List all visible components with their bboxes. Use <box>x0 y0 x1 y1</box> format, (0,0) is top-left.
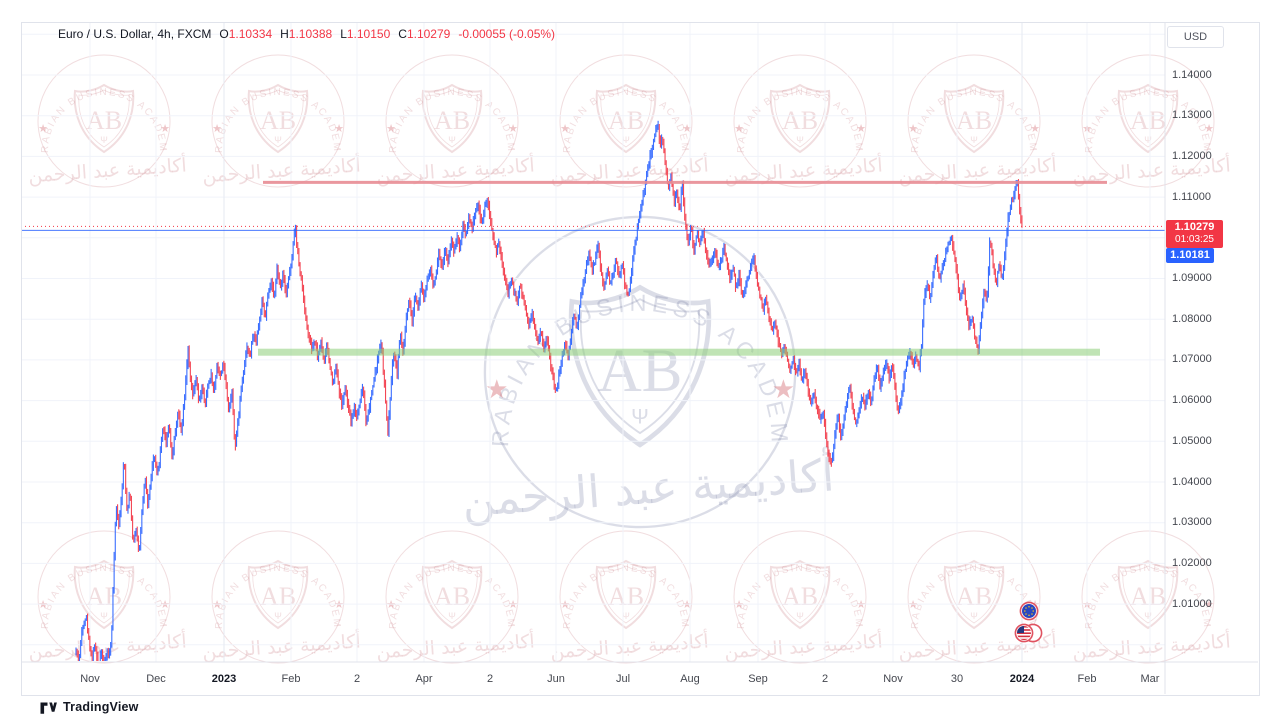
tradingview-logo-icon <box>40 702 57 714</box>
time-axis-label: Dec <box>146 673 166 685</box>
time-axis-label: Apr <box>415 673 433 685</box>
time-axis[interactable]: Nov Dec 2023 Feb 2 Apr 2 Jun Jul Aug Sep 2 Nov 30 2024… <box>21 662 1258 694</box>
price-axis-label: 1.03000 <box>1172 516 1212 529</box>
price-axis-label: 1.05000 <box>1172 434 1212 447</box>
time-axis-label: Nov <box>883 673 903 685</box>
time-axis-label: Jun <box>547 673 565 685</box>
time-axis-label: 2023 <box>211 673 237 685</box>
ohlc-close: C1.10279 <box>398 27 451 41</box>
currency-unit-button[interactable]: USD <box>1167 26 1224 48</box>
time-axis-label: Nov <box>80 673 100 685</box>
time-axis-label: Feb <box>281 673 301 685</box>
symbol-flag-logos <box>1014 601 1043 643</box>
bid-price-badge: 1.10181 <box>1166 248 1214 263</box>
price-axis-label: 1.02000 <box>1172 556 1212 569</box>
symbol-title: Euro / U.S. Dollar, 4h, FXCM <box>58 27 212 41</box>
price-axis-label: 1.14000 <box>1172 68 1212 81</box>
us-flag-icon <box>1014 623 1034 643</box>
time-axis-label: 2 <box>821 673 829 685</box>
eu-flag-icon <box>1019 601 1039 621</box>
price-axis-label: 1.13000 <box>1172 109 1212 122</box>
ohlc-high: H1.10388 <box>280 27 333 41</box>
time-axis-label: Jul <box>615 673 631 685</box>
price-axis-label: 1.06000 <box>1172 394 1212 407</box>
symbol-legend[interactable]: Euro / U.S. Dollar, 4h, FXCM O1.10334 H1… <box>58 27 555 41</box>
change-value: -0.00055 (-0.05%) <box>458 27 556 41</box>
time-axis-label: Sep <box>748 673 768 685</box>
price-axis-label: 1.04000 <box>1172 475 1212 488</box>
time-axis-label: 2 <box>486 673 494 685</box>
time-axis-label: Mar <box>1140 673 1160 685</box>
price-axis-label: 1.09000 <box>1172 272 1212 284</box>
ohlc-open: O1.10334 <box>219 27 273 41</box>
last-price-value: 1.10279 <box>1174 221 1215 233</box>
price-axis[interactable]: 1.14000 1.13000 1.12000 1.11000 1.09000 1.080… <box>1166 22 1258 662</box>
price-axis-label: 1.11000 <box>1172 190 1211 203</box>
time-axis-label: Aug <box>680 673 700 685</box>
last-price-badge: 1.10279 01:03:25 <box>1166 220 1223 248</box>
tradingview-brand-text: TradingView <box>63 700 139 714</box>
time-axis-label: 2024 <box>1009 673 1035 685</box>
tradingview-attribution[interactable]: TradingView <box>40 700 139 714</box>
ohlc-low: L1.10150 <box>340 27 391 41</box>
bar-countdown: 01:03:25 <box>1175 234 1214 245</box>
time-axis-label: 2 <box>353 673 361 685</box>
time-axis-label: Feb <box>1077 673 1097 685</box>
price-axis-label: 1.08000 <box>1172 312 1212 325</box>
chart-card-border <box>21 22 1260 696</box>
price-axis-label: 1.07000 <box>1172 353 1212 366</box>
time-axis-label: 30 <box>950 673 964 685</box>
price-axis-label: 1.01000 <box>1172 597 1212 610</box>
price-axis-label: 1.12000 <box>1172 149 1212 162</box>
